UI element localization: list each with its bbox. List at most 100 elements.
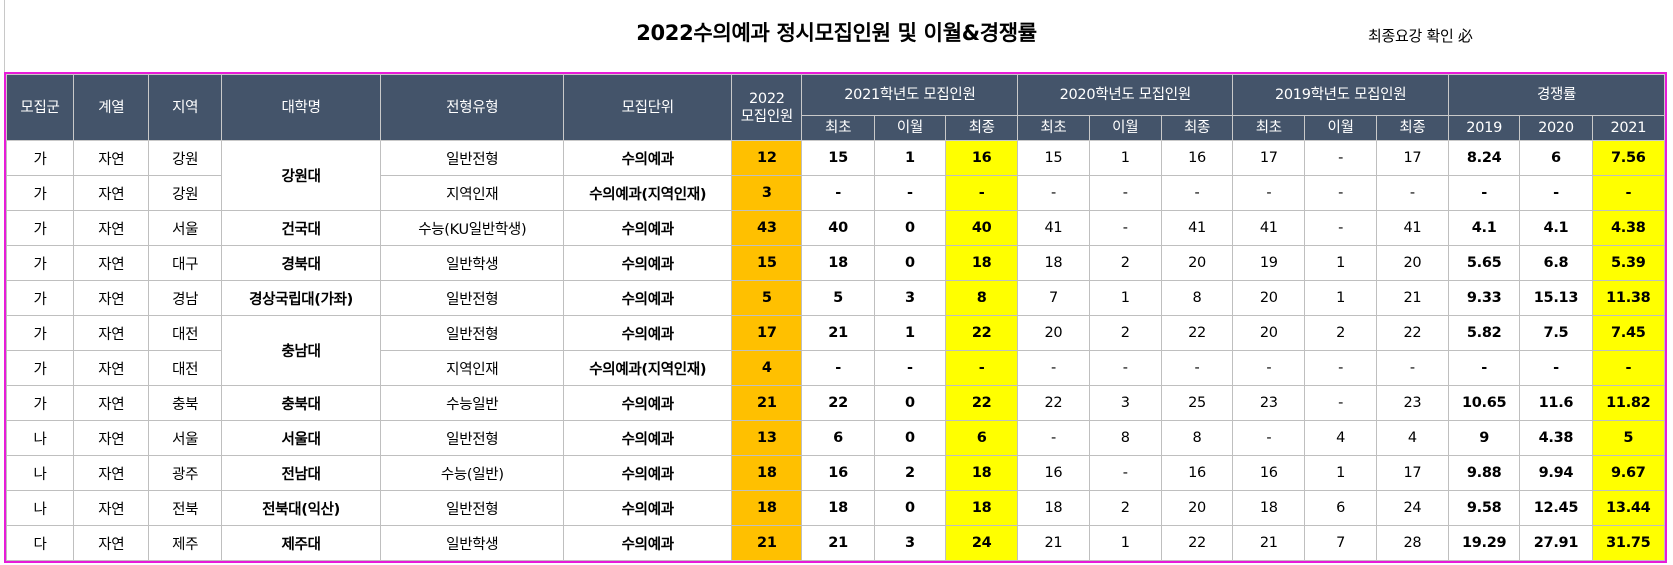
cell-comp-2019: 4.1: [1448, 210, 1521, 246]
cell-university: 제주대: [220, 525, 382, 561]
cell-admission-type: 일반전형: [380, 490, 565, 526]
header-group: 모집군: [6, 74, 74, 141]
cell-track: 자연: [72, 315, 150, 351]
cell-comp-2021: 11.38: [1591, 280, 1666, 316]
cell-initial-2019: 41: [1232, 210, 1306, 246]
cell-unit: 수의예과: [563, 490, 733, 526]
cell-initial-2021: 22: [801, 385, 875, 421]
cell-carry-2021: 3: [873, 280, 946, 316]
cell-carry-2019: -: [1304, 350, 1377, 386]
cell-initial-2019: 16: [1232, 455, 1306, 491]
cell-final-2020: 8: [1160, 420, 1234, 456]
cell-track: 자연: [72, 385, 150, 421]
page-title: 2022수의예과 정시모집인원 및 이월&경쟁률: [636, 21, 1037, 45]
cell-track: 자연: [72, 280, 150, 316]
cell-final-2020: -: [1160, 350, 1234, 386]
cell-group: 가: [6, 385, 74, 421]
cell-final-2020: 25: [1160, 385, 1234, 421]
cell-comp-2020: 15.13: [1519, 280, 1593, 316]
table-row: 가 자연 충북 충북대 수능일반 수의예과 21 22 0 22 22 3 25 23-23 10.65 11…: [6, 385, 1666, 421]
cell-carry-2020: 2: [1088, 245, 1162, 281]
cell-comp-2020: 11.6: [1519, 385, 1593, 421]
cell-comp-2021: 31.75: [1591, 525, 1666, 561]
cell-admission-type: 일반전형: [380, 280, 565, 316]
cell-unit: 수의예과: [563, 140, 733, 176]
subheader-2020-carry: 이월: [1088, 115, 1162, 141]
cell-initial-2021: 6: [801, 420, 875, 456]
cell-region: 서울: [148, 420, 222, 456]
cell-final-2019: 22: [1375, 315, 1450, 351]
cell-carry-2019: 1: [1304, 280, 1377, 316]
cell-university: 전남대: [220, 455, 382, 491]
cell-university: 충북대: [220, 385, 382, 421]
cell-initial-2021: -: [801, 175, 875, 211]
cell-comp-2019: 9: [1448, 420, 1521, 456]
cell-carry-2020: -: [1088, 175, 1162, 211]
header-2021-quota: 2021학년도 모집인원: [801, 74, 1019, 116]
cell-initial-2021: 16: [801, 455, 875, 491]
cell-initial-2019: 18: [1232, 490, 1306, 526]
cell-carry-2019: 1: [1304, 245, 1377, 281]
table-body: 가 자연 강원 강원대 일반전형 수의예과 12 15 1 16 15 1 16 17-17 8.24 6 7.…: [6, 140, 1666, 561]
cell-final-2019: 21: [1375, 280, 1450, 316]
subheader-comp-2021: 2021: [1591, 115, 1666, 141]
cell-carry-2019: -: [1304, 210, 1377, 246]
cell-comp-2021: -: [1591, 350, 1666, 386]
cell-initial-2021: 18: [801, 490, 875, 526]
table-row: 가 자연 강원 강원대 일반전형 수의예과 12 15 1 16 15 1 16 17-17 8.24 6 7.…: [6, 140, 1666, 211]
cell-final-2021: 16: [944, 140, 1019, 176]
cell-final-2020: 22: [1160, 315, 1234, 351]
cell-university: 충남대: [220, 315, 382, 386]
cell-final-2019: 20: [1375, 245, 1450, 281]
cell-carry-2019: 7: [1304, 525, 1377, 561]
cell-final-2019: 24: [1375, 490, 1450, 526]
cell-group: 나: [6, 420, 74, 456]
subheader-2021-initial: 최초: [801, 115, 875, 141]
subheader-2019-final: 최종: [1375, 115, 1450, 141]
cell-initial-2020: -: [1017, 350, 1090, 386]
cell-final-2021: 22: [944, 315, 1019, 351]
cell-admission-type: 수능일반: [380, 385, 565, 421]
cell-comp-2021: -: [1591, 175, 1666, 211]
cell-carry-2020: -: [1088, 350, 1162, 386]
cell-initial-2020: 18: [1017, 490, 1090, 526]
cell-region: 강원: [148, 175, 222, 211]
cell-carry-2020: 1: [1088, 280, 1162, 316]
cell-quota-2022: 4: [731, 350, 803, 386]
cell-comp-2021: 13.44: [1591, 490, 1666, 526]
cell-final-2019: 23: [1375, 385, 1450, 421]
cell-initial-2019: 17: [1232, 140, 1306, 176]
cell-group: 가: [6, 315, 74, 351]
table-row: 가 자연 강원 지역인재 수의예과(지역인재) 3- - - - - - - - - - - -: [6, 175, 1666, 211]
cell-carry-2020: 8: [1088, 420, 1162, 456]
cell-initial-2020: 21: [1017, 525, 1090, 561]
cell-comp-2020: 9.94: [1519, 455, 1593, 491]
cell-track: 자연: [72, 175, 150, 211]
header-admission-type: 전형유형: [380, 74, 565, 141]
cell-comp-2020: -: [1519, 350, 1593, 386]
cell-group: 나: [6, 490, 74, 526]
cell-comp-2020: 27.91: [1519, 525, 1593, 561]
cell-quota-2022: 18: [731, 455, 803, 491]
cell-comp-2019: 9.33: [1448, 280, 1521, 316]
cell-final-2020: 22: [1160, 525, 1234, 561]
cell-university: 경상국립대(가좌): [220, 280, 382, 316]
cell-comp-2019: 8.24: [1448, 140, 1521, 176]
subheader-2021-carry: 이월: [873, 115, 946, 141]
cell-quota-2022: 18: [731, 490, 803, 526]
cell-admission-type: 수능(일반): [380, 455, 565, 491]
cell-comp-2019: -: [1448, 350, 1521, 386]
header-2019-quota: 2019학년도 모집인원: [1232, 74, 1450, 116]
table-row: 가 자연 대전 지역인재 수의예과(지역인재) 4- - - - - - - - - - - -: [6, 350, 1666, 386]
cell-unit: 수의예과: [563, 245, 733, 281]
cell-unit: 수의예과: [563, 315, 733, 351]
cell-group: 가: [6, 350, 74, 386]
cell-track: 자연: [72, 525, 150, 561]
cell-carry-2021: 0: [873, 420, 946, 456]
cell-final-2021: 40: [944, 210, 1019, 246]
subheader-2020-final: 최종: [1160, 115, 1234, 141]
cell-final-2019: 17: [1375, 455, 1450, 491]
cell-unit: 수의예과: [563, 210, 733, 246]
cell-initial-2019: 20: [1232, 280, 1306, 316]
cell-quota-2022: 15: [731, 245, 803, 281]
